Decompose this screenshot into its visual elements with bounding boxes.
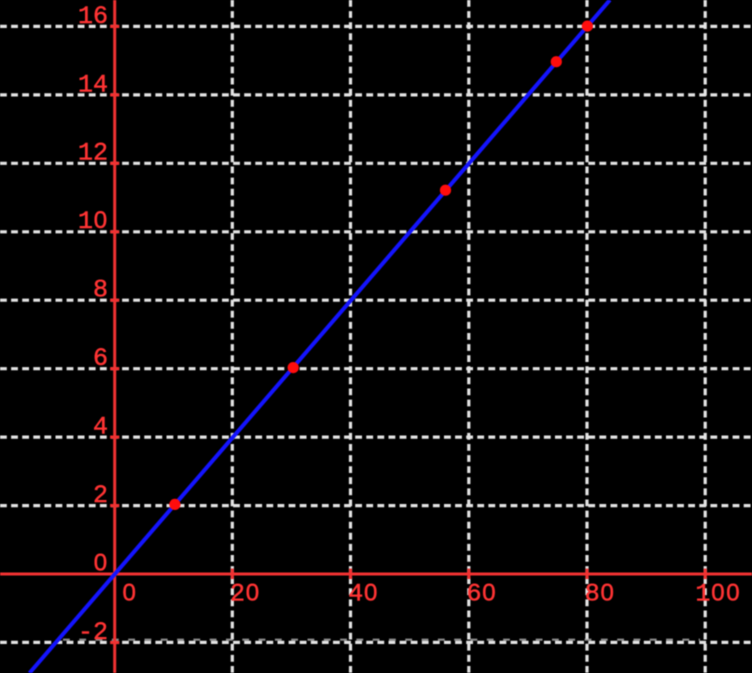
svg-text:0: 0 (123, 580, 136, 607)
svg-text:0: 0 (246, 580, 259, 607)
svg-text:0: 0 (711, 580, 724, 607)
svg-text:8: 8 (585, 580, 600, 609)
svg-text:1: 1 (695, 580, 710, 609)
svg-text:1: 1 (78, 139, 93, 168)
svg-text:0: 0 (726, 580, 739, 607)
svg-text:0: 0 (94, 207, 107, 234)
svg-text:0: 0 (94, 549, 107, 576)
svg-text:1: 1 (78, 207, 93, 236)
svg-text:2: 2 (230, 580, 245, 609)
svg-text:1: 1 (78, 70, 93, 99)
svg-text:0: 0 (482, 580, 495, 607)
svg-text:2: 2 (93, 618, 108, 647)
svg-text:2: 2 (93, 481, 108, 510)
svg-text:-: - (78, 618, 93, 647)
svg-text:4: 4 (93, 413, 108, 442)
svg-text:2: 2 (93, 139, 108, 168)
svg-text:6: 6 (93, 344, 108, 373)
svg-text:0: 0 (601, 580, 614, 607)
svg-text:4: 4 (93, 70, 108, 99)
svg-text:6: 6 (93, 2, 108, 31)
svg-text:0: 0 (364, 580, 377, 607)
svg-text:1: 1 (78, 2, 93, 31)
svg-text:4: 4 (348, 580, 363, 609)
svg-text:6: 6 (467, 580, 482, 609)
svg-text:8: 8 (93, 276, 108, 305)
